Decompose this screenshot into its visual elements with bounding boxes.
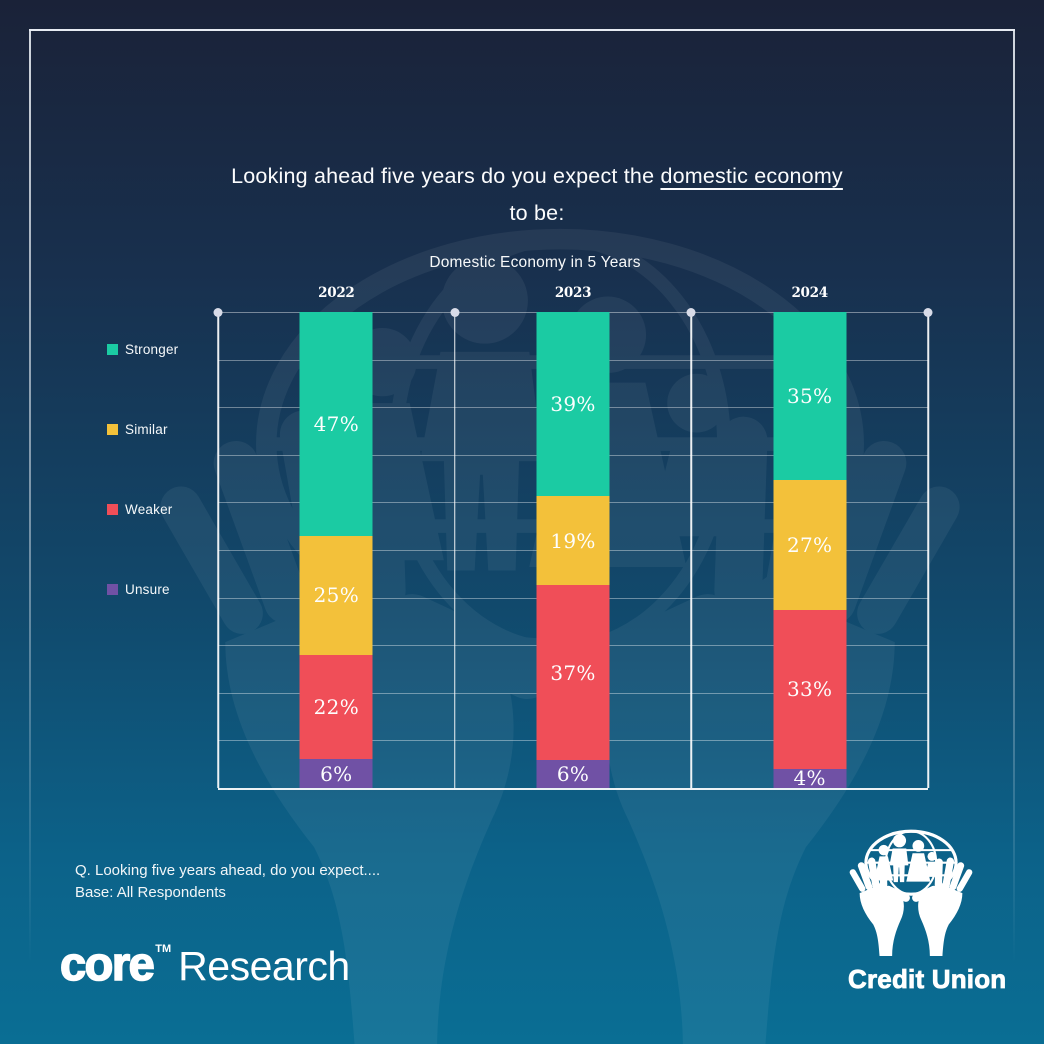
- bar-segment-similar: 27%: [773, 480, 847, 611]
- data-label: 47%: [313, 411, 359, 436]
- chart-legend: Stronger Similar Weaker Unsure: [107, 341, 179, 597]
- title-underlined-text: domestic economy: [660, 164, 843, 188]
- divider-dot: [923, 307, 933, 317]
- category-label: 2023: [554, 285, 592, 301]
- divider-dot: [686, 307, 696, 317]
- trademark-icon: TM: [155, 943, 172, 955]
- data-label: 37%: [550, 660, 596, 685]
- legend-item-unsure: Unsure: [107, 581, 178, 597]
- core-research-logo: core TM Research: [59, 936, 350, 991]
- data-label: 22%: [313, 695, 359, 720]
- core-logo-word: core: [59, 936, 155, 991]
- core-logo-suffix: Research: [178, 943, 350, 989]
- data-label: 27%: [786, 533, 833, 558]
- section-divider: [690, 312, 693, 788]
- legend-item-similar: Similar: [107, 421, 178, 437]
- bar-segment-similar: 19%: [536, 495, 610, 586]
- credit-union-label: Credit Union: [848, 964, 1007, 995]
- credit-union-logo: Credit Union: [848, 826, 1007, 995]
- legend-item-stronger: Stronger: [107, 341, 179, 357]
- chart-plot: 2022 47% 25% 22% 6% 2023 39% 19% 37% 6% 2024 35% 27%…: [213, 285, 933, 791]
- data-label: 4%: [793, 766, 826, 791]
- legend-label: Similar: [125, 421, 168, 437]
- divider-dot: [213, 307, 223, 317]
- data-label: 39%: [550, 391, 596, 416]
- section-divider: [453, 312, 456, 788]
- bar-segment-similar: 25%: [299, 535, 373, 655]
- stacked-bar-2022: 47% 25% 22% 6%: [299, 312, 373, 788]
- footer-base: Base: All Respondents: [75, 884, 226, 901]
- legend-swatch-icon: [107, 503, 118, 515]
- title-text: Looking ahead five years do you expect t…: [231, 164, 661, 188]
- bar-segment-unsure: 6%: [299, 759, 373, 788]
- data-label: 6%: [556, 761, 590, 786]
- category-label: 2024: [791, 285, 828, 301]
- legend-label: Unsure: [125, 581, 170, 597]
- bar-segment-weaker: 37%: [536, 585, 610, 760]
- legend-item-weaker: Weaker: [107, 501, 178, 517]
- stacked-bar-2024: 35% 27% 33% 4%: [773, 312, 847, 791]
- legend-swatch-icon: [107, 343, 118, 355]
- legend-label: Weaker: [125, 501, 173, 517]
- stacked-bar-2023: 39% 19% 37% 6%: [536, 312, 610, 788]
- divider-dot: [450, 307, 460, 317]
- section-divider: [217, 312, 219, 788]
- frame-border-right: [1013, 31, 1015, 1044]
- hands-globe-family-icon: [848, 826, 974, 956]
- frame-border-top: [29, 29, 1015, 31]
- legend-swatch-icon: [107, 583, 118, 595]
- footer-note: Q. Looking five years ahead, do you expe…: [75, 860, 380, 904]
- data-label: 19%: [550, 528, 596, 553]
- data-label: 25%: [313, 583, 359, 608]
- data-label: 6%: [320, 761, 353, 786]
- section-divider: [927, 312, 929, 788]
- bar-segment-stronger: 47%: [299, 312, 373, 536]
- bar-segment-weaker: 33%: [773, 610, 847, 769]
- footer-question: Q. Looking five years ahead, do you expe…: [75, 862, 381, 879]
- title-line2: to be:: [509, 201, 565, 225]
- x-axis-baseline: [218, 788, 928, 790]
- legend-label: Stronger: [125, 341, 179, 357]
- page-title: Looking ahead five years do you expect t…: [15, 158, 1044, 232]
- legend-swatch-icon: [107, 423, 118, 435]
- data-label: 35%: [786, 384, 833, 409]
- frame-border-left: [29, 31, 31, 1044]
- data-label: 33%: [786, 677, 833, 702]
- bar-segment-stronger: 35%: [773, 312, 847, 481]
- category-label: 2022: [318, 285, 355, 301]
- bar-segment-weaker: 22%: [299, 654, 373, 760]
- bar-segment-unsure: 6%: [536, 759, 610, 788]
- bar-segment-stronger: 39%: [536, 312, 610, 496]
- bar-segment-unsure: 4%: [773, 766, 847, 791]
- chart-title: Domestic Economy in 5 Years: [429, 254, 641, 271]
